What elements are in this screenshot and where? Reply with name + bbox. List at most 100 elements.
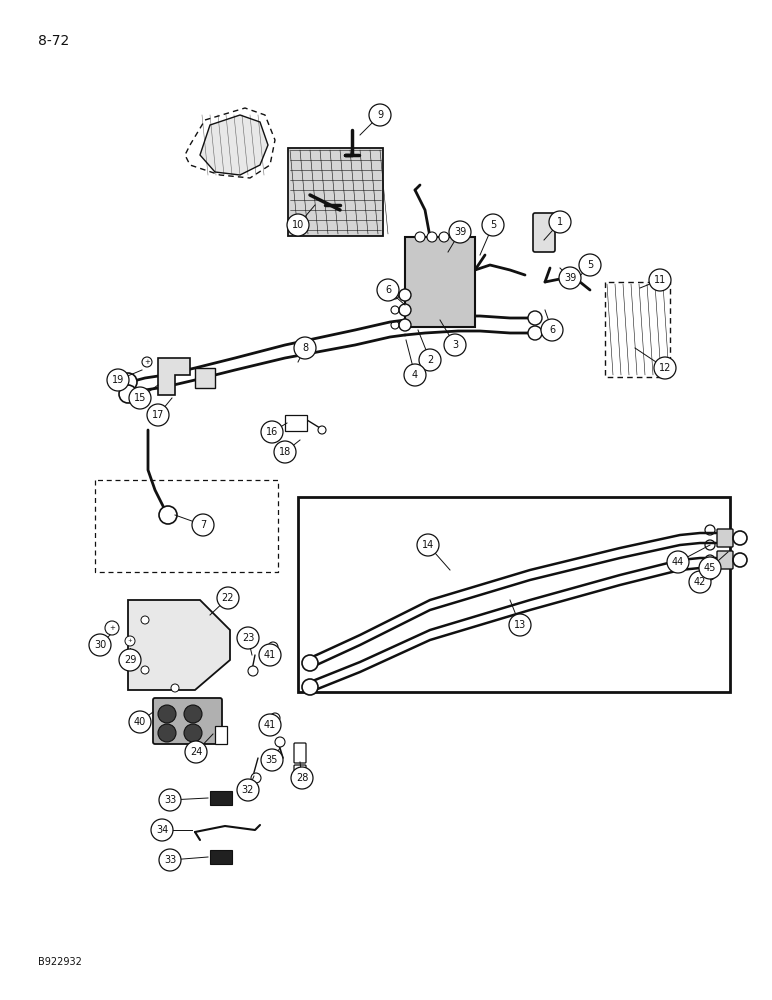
Circle shape xyxy=(184,724,202,742)
Circle shape xyxy=(541,319,563,341)
Circle shape xyxy=(217,587,239,609)
Text: 10: 10 xyxy=(292,220,304,230)
Circle shape xyxy=(142,357,152,367)
FancyBboxPatch shape xyxy=(717,551,733,569)
Circle shape xyxy=(528,311,542,325)
Text: 7: 7 xyxy=(200,520,206,530)
Text: 3: 3 xyxy=(452,340,458,350)
Text: 8-72: 8-72 xyxy=(38,34,69,48)
Circle shape xyxy=(404,364,426,386)
Text: 12: 12 xyxy=(659,363,671,373)
Text: 6: 6 xyxy=(549,325,555,335)
Text: 29: 29 xyxy=(124,655,136,665)
Circle shape xyxy=(559,267,581,289)
Text: +: + xyxy=(127,639,132,644)
FancyBboxPatch shape xyxy=(533,213,555,252)
Text: 39: 39 xyxy=(454,227,466,237)
Circle shape xyxy=(107,369,129,391)
Circle shape xyxy=(549,211,571,233)
Circle shape xyxy=(399,319,411,331)
Polygon shape xyxy=(158,358,190,395)
FancyBboxPatch shape xyxy=(195,368,215,388)
Text: 22: 22 xyxy=(222,593,234,603)
Circle shape xyxy=(649,269,671,291)
Circle shape xyxy=(125,636,135,646)
Text: 11: 11 xyxy=(654,275,666,285)
Circle shape xyxy=(105,621,119,635)
Circle shape xyxy=(184,705,202,723)
FancyBboxPatch shape xyxy=(717,529,733,547)
Text: 42: 42 xyxy=(694,577,706,587)
Circle shape xyxy=(415,232,425,242)
Circle shape xyxy=(259,714,281,736)
Text: 13: 13 xyxy=(514,620,527,630)
Circle shape xyxy=(654,357,676,379)
Circle shape xyxy=(528,326,542,340)
Circle shape xyxy=(444,334,466,356)
Circle shape xyxy=(270,713,280,723)
Circle shape xyxy=(159,849,181,871)
Circle shape xyxy=(417,534,439,556)
Circle shape xyxy=(261,749,283,771)
FancyBboxPatch shape xyxy=(215,726,227,744)
Circle shape xyxy=(302,679,318,695)
Circle shape xyxy=(129,387,151,409)
Text: 33: 33 xyxy=(164,855,176,865)
Text: 41: 41 xyxy=(264,650,276,660)
Circle shape xyxy=(237,627,259,649)
FancyBboxPatch shape xyxy=(405,237,475,327)
Circle shape xyxy=(147,404,169,426)
FancyBboxPatch shape xyxy=(210,850,232,864)
Circle shape xyxy=(141,666,149,674)
Circle shape xyxy=(439,232,449,242)
Circle shape xyxy=(141,616,149,624)
Text: 16: 16 xyxy=(266,427,278,437)
Text: 18: 18 xyxy=(279,447,291,457)
Text: 34: 34 xyxy=(156,825,168,835)
FancyBboxPatch shape xyxy=(288,148,383,236)
Text: 6: 6 xyxy=(385,285,391,295)
Circle shape xyxy=(274,441,296,463)
Text: 35: 35 xyxy=(266,755,278,765)
FancyBboxPatch shape xyxy=(153,698,222,744)
FancyBboxPatch shape xyxy=(294,765,306,785)
Circle shape xyxy=(399,304,411,316)
Text: 14: 14 xyxy=(422,540,434,550)
Text: +: + xyxy=(109,625,115,631)
Text: 15: 15 xyxy=(134,393,146,403)
Text: 39: 39 xyxy=(564,273,576,283)
Text: 30: 30 xyxy=(94,640,106,650)
Circle shape xyxy=(158,724,176,742)
Text: 17: 17 xyxy=(152,410,164,420)
FancyBboxPatch shape xyxy=(298,497,730,692)
Circle shape xyxy=(427,232,437,242)
Text: 19: 19 xyxy=(112,375,124,385)
Circle shape xyxy=(192,514,214,536)
Text: 5: 5 xyxy=(490,220,496,230)
Text: 24: 24 xyxy=(190,747,202,757)
Circle shape xyxy=(185,741,207,763)
Circle shape xyxy=(287,214,309,236)
Text: 9: 9 xyxy=(377,110,383,120)
Text: 33: 33 xyxy=(164,795,176,805)
Circle shape xyxy=(509,614,531,636)
Circle shape xyxy=(89,634,111,656)
Text: B922932: B922932 xyxy=(38,957,82,967)
Circle shape xyxy=(259,644,281,666)
Polygon shape xyxy=(128,600,230,690)
Circle shape xyxy=(377,279,399,301)
Text: 5: 5 xyxy=(587,260,593,270)
FancyBboxPatch shape xyxy=(210,791,232,805)
Text: 4: 4 xyxy=(412,370,418,380)
Circle shape xyxy=(159,506,177,524)
Text: 1: 1 xyxy=(557,217,563,227)
Circle shape xyxy=(159,789,181,811)
Circle shape xyxy=(318,426,326,434)
Circle shape xyxy=(369,104,391,126)
Circle shape xyxy=(294,337,316,359)
Text: 2: 2 xyxy=(427,355,433,365)
FancyBboxPatch shape xyxy=(294,743,306,763)
Circle shape xyxy=(248,666,258,676)
Circle shape xyxy=(399,289,411,301)
Circle shape xyxy=(268,642,278,652)
